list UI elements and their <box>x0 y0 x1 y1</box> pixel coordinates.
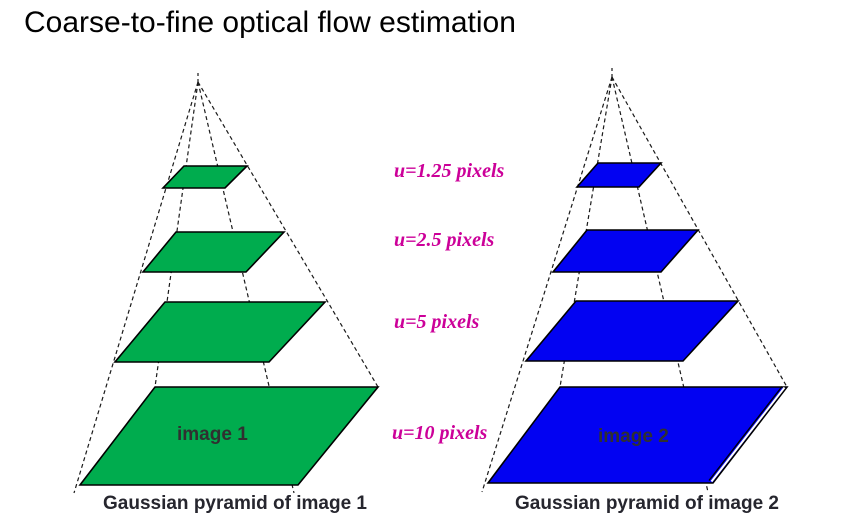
guide-line-2 <box>197 81 379 388</box>
pyramid-image-2-level-2 <box>551 229 700 273</box>
pyramid-image-1-level-4 <box>78 386 380 486</box>
pyramid-image-1-level-3 <box>113 301 327 363</box>
pyramid-image-2-level-1 <box>575 162 663 188</box>
guide-line-3 <box>481 76 613 493</box>
pyramid-image-2-level-3 <box>524 300 740 362</box>
slide-title: Coarse-to-fine optical flow estimation <box>24 6 516 39</box>
pyramid-image-1-level-2 <box>141 231 286 273</box>
image-2-label: image 2 <box>598 426 669 447</box>
flow-label-u1-25: u=1.25 pixels <box>394 160 505 182</box>
image-1-label: image 1 <box>177 424 248 445</box>
guide-line-4 <box>611 76 709 493</box>
guide-line-3 <box>73 81 199 494</box>
caption-pyramid-1: Gaussian pyramid of image 1 <box>103 493 367 514</box>
pyramid-image-2-double-edge-1 <box>710 386 786 483</box>
pyramid-image-2-level-4 <box>486 386 789 484</box>
flow-label-u10: u=10 pixels <box>392 422 488 444</box>
pyramid-image-1-level-1 <box>161 165 249 189</box>
pyramid-image-1 <box>73 73 380 494</box>
flow-label-u5: u=5 pixels <box>394 311 480 333</box>
guide-line-2 <box>611 76 788 388</box>
flow-label-u2-5: u=2.5 pixels <box>394 229 495 251</box>
pyramid-image-2 <box>481 68 789 493</box>
pyramid-image-2-double-edge-2 <box>708 386 783 481</box>
caption-pyramid-2: Gaussian pyramid of image 2 <box>515 493 779 514</box>
